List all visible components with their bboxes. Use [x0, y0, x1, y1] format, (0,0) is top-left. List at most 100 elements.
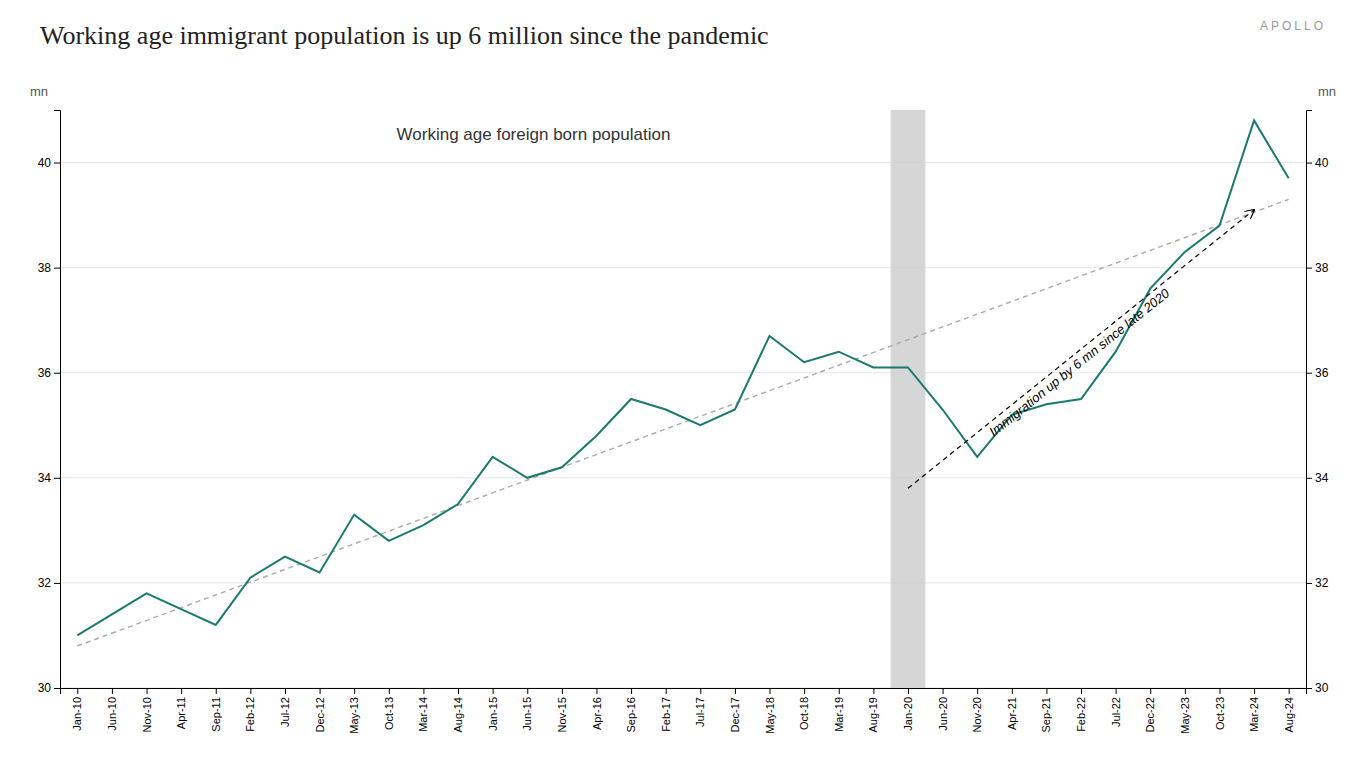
grid-line — [60, 162, 1306, 163]
y-axis: 303234363840 — [38, 111, 61, 696]
x-tick-label: Nov-20 — [971, 697, 983, 732]
x-tick: Oct-23 — [1213, 688, 1225, 730]
y-axis-tick: 36 — [38, 366, 60, 380]
x-tick-label: Mar-14 — [417, 697, 429, 732]
y-axis-tick-label: 40 — [38, 156, 52, 170]
x-tick-mark — [804, 688, 805, 694]
chart: Working age immigrant population is up 6… — [0, 0, 1366, 768]
x-tick-mark — [458, 688, 459, 694]
x-tick: Feb-22 — [1075, 688, 1087, 732]
shading — [891, 110, 926, 688]
x-tick-mark — [596, 688, 597, 694]
x-tick-label: Jan-20 — [902, 697, 914, 731]
x-tick-mark — [1012, 688, 1013, 694]
x-tick-label: Jun-20 — [937, 697, 949, 731]
plot-area — [77, 110, 1288, 688]
x-tick-mark — [1185, 688, 1186, 694]
y-axis-tick-mark — [54, 583, 60, 584]
y2-axis-tick-label: 34 — [1315, 471, 1329, 485]
x-tick: Nov-20 — [971, 688, 983, 732]
x-tick: May-13 — [348, 688, 360, 734]
x-tick: Apr-11 — [175, 688, 187, 729]
y2-axis-tick-label: 38 — [1315, 261, 1329, 275]
y-axis-tick-label: 30 — [38, 681, 52, 695]
x-tick: Jan-15 — [487, 688, 499, 731]
x-tick: Feb-17 — [660, 688, 672, 732]
x-tick: Nov-10 — [141, 688, 153, 732]
x-tick: May-23 — [1179, 688, 1191, 734]
x-tick: Mar-14 — [417, 688, 429, 732]
x-tick-label: May-18 — [764, 697, 776, 734]
y2-axis-tick-mark — [1306, 163, 1312, 164]
x-tick-label: Mar-19 — [833, 697, 845, 732]
x-tick-mark — [1219, 688, 1220, 694]
x-tick-mark — [908, 688, 909, 694]
x-tick-label: Apr-16 — [590, 697, 602, 730]
grid-line — [60, 372, 1306, 373]
x-tick: Oct-13 — [383, 688, 395, 730]
y-axis-tick-label: 38 — [38, 261, 52, 275]
x-tick-mark — [839, 688, 840, 694]
y2-axis-tick-mark — [1306, 478, 1312, 479]
x-tick-label: May-13 — [348, 697, 360, 734]
x-tick-label: Feb-22 — [1075, 697, 1087, 732]
x-tick-label: Apr-11 — [175, 697, 187, 729]
x-tick: Jan-10 — [71, 688, 83, 731]
x-tick-mark — [181, 688, 182, 694]
x-tick: Aug-14 — [452, 688, 464, 732]
x-tick-label: Oct-18 — [798, 697, 810, 730]
x-tick-label: Nov-10 — [141, 697, 153, 732]
x-tick-label: Sep-11 — [210, 697, 222, 732]
x-tick-mark — [147, 688, 148, 694]
x-tick-mark — [1150, 688, 1151, 694]
x-tick-mark — [1081, 688, 1082, 694]
x-tick-mark — [250, 688, 251, 694]
x-tick-label: Feb-12 — [244, 697, 256, 732]
x-tick-label: Jan-10 — [71, 697, 83, 731]
x-tick-mark — [320, 688, 321, 694]
y-axis-tick: 40 — [38, 156, 60, 170]
grid-line — [60, 477, 1306, 478]
x-tick: Aug-24 — [1283, 688, 1295, 732]
x-tick-label: Dec-22 — [1144, 697, 1156, 732]
x-tick-label: Sep-21 — [1040, 697, 1052, 732]
y2-axis-tick-label: 40 — [1315, 156, 1329, 170]
x-axis: Jan-10 Jun-10 Nov-10 Apr-11 Sep-11 Feb-12 Jul-… — [61, 688, 1307, 734]
x-tick-label: Apr-21 — [1006, 697, 1018, 730]
x-tick: Sep-16 — [625, 688, 637, 732]
x-tick-mark — [562, 688, 563, 694]
title: Working age immigrant population is up 6… — [40, 21, 769, 50]
x-tick: Jul-17 — [694, 688, 706, 727]
series-label: Working age foreign born population — [397, 125, 671, 144]
x-tick-mark — [735, 688, 736, 694]
y2-axis-tick-mark — [1306, 583, 1312, 584]
x-tick: May-18 — [764, 688, 776, 734]
grid-line — [60, 267, 1306, 268]
x-tick-mark — [1289, 688, 1290, 694]
y2-axis: 303234363840 — [1306, 111, 1329, 696]
x-tick-label: Jun-10 — [106, 697, 118, 731]
x-tick-label: Aug-24 — [1283, 697, 1295, 732]
x-tick-label: Oct-13 — [383, 697, 395, 730]
x-tick: Feb-12 — [244, 688, 256, 732]
x-tick-mark — [389, 688, 390, 694]
x-tick-mark — [493, 688, 494, 694]
y-axis-tick: 32 — [38, 576, 60, 590]
x-tick-label: Dec-17 — [729, 697, 741, 732]
annotation: Immigration up by 6 mn since late 2020 — [986, 285, 1173, 439]
x-axis-line — [61, 689, 1307, 695]
x-tick-mark — [977, 688, 978, 694]
y2-axis-tick-label: 36 — [1315, 366, 1329, 380]
x-tick: Sep-11 — [210, 688, 222, 732]
x-tick-mark — [943, 688, 944, 694]
y-axis-tick-mark — [54, 373, 60, 374]
x-tick-mark — [1116, 688, 1117, 694]
y-axis-label: mn — [30, 84, 48, 99]
x-tick-label: Jul-17 — [694, 697, 706, 727]
data-line — [77, 121, 1288, 636]
x-tick-mark — [631, 688, 632, 694]
x-tick: Jun-20 — [937, 688, 949, 731]
x-tick-label: Oct-23 — [1213, 697, 1225, 730]
y2-axis-tick: 38 — [1306, 261, 1329, 275]
x-tick-label: Mar-24 — [1248, 697, 1260, 732]
